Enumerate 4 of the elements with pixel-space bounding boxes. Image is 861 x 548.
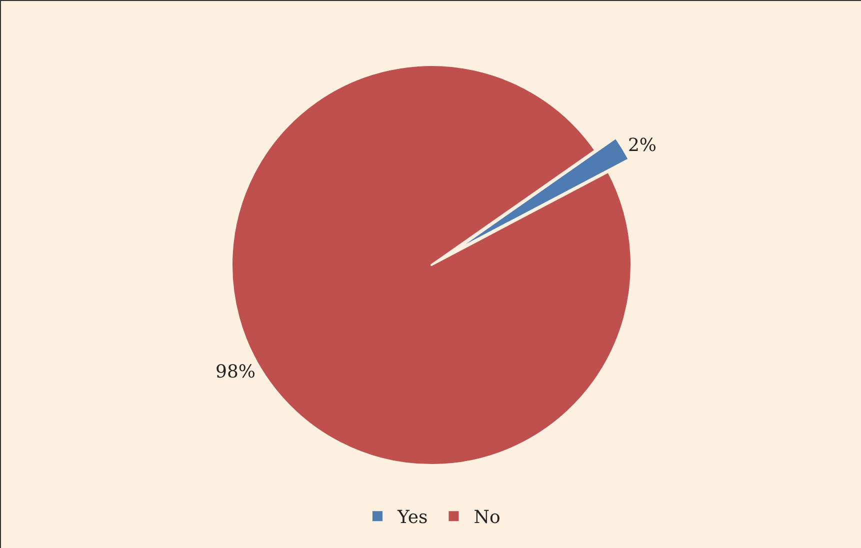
legend-label: Yes: [396, 507, 428, 528]
legend-label: No: [474, 507, 500, 528]
data-label: 2%: [628, 134, 657, 156]
data-label: 98%: [216, 362, 256, 383]
